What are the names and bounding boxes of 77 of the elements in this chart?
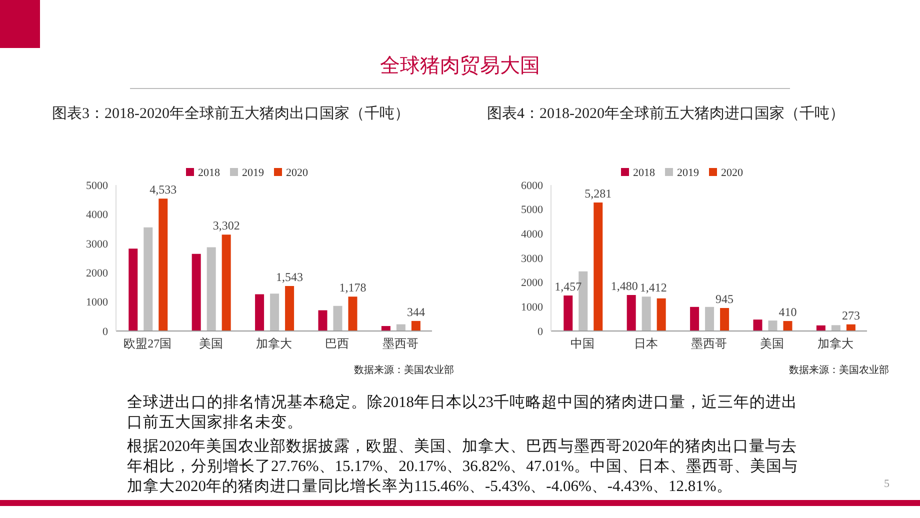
y-tick-label: 5000 <box>86 180 108 192</box>
data-label: 1,480 <box>610 278 638 293</box>
y-tick-label: 4000 <box>521 228 544 241</box>
legend-label: 2020 <box>721 167 743 179</box>
bar <box>285 286 294 331</box>
bar <box>831 325 840 331</box>
data-label: 344 <box>406 304 425 319</box>
x-tick-label: 美国 <box>198 336 223 351</box>
x-tick-label: 墨西哥 <box>691 336 727 351</box>
x-tick-label: 美国 <box>760 336 784 351</box>
bar <box>348 296 358 331</box>
legend-label: 2019 <box>242 167 264 179</box>
legend-label: 2019 <box>677 167 699 179</box>
x-tick-label: 加拿大 <box>256 336 292 351</box>
bar <box>642 296 651 331</box>
y-tick-label: 4000 <box>86 209 108 222</box>
y-tick-label: 5000 <box>521 204 544 216</box>
text: 全球进出口的排名情况基本稳定。除2018年日本以23千吨略超中国的猪肉进口量，近三年的进出口前五大国家排名未变。 <box>127 393 798 433</box>
bar <box>626 294 636 331</box>
bar <box>270 294 280 331</box>
data-label: 945 <box>716 292 734 306</box>
bar <box>206 247 216 331</box>
bar <box>255 294 264 331</box>
bar <box>144 227 153 331</box>
x-tick-label: 中国 <box>570 336 595 351</box>
x-tick-label: 巴西 <box>325 336 350 351</box>
bar <box>222 234 231 331</box>
source-note: 数据来源：美国农业部 <box>789 364 889 377</box>
legend-label: 2018 <box>198 167 220 179</box>
bar <box>318 310 328 331</box>
data-label: 1,457 <box>554 280 582 294</box>
text: 根据2020年美国农业部数据披露，欧盟、美国、加拿大、巴西与墨西哥2020年的猪肉出口量与去年相比，分别增长了27.76%、15.17%、20.17%、36.82%、47.01%。中国、日本、墨西哥、美国与加拿大2020年的猪肉进口量同比增长率为115.46%、-5.43%、-4.06%、-4.43%、12.81%。 <box>127 437 799 497</box>
y-tick-label: 6000 <box>521 180 544 192</box>
bar <box>846 324 856 331</box>
bar <box>816 325 826 331</box>
x-tick-label: 加拿大 <box>817 336 854 351</box>
data-label: 1,543 <box>276 270 304 284</box>
bar <box>720 308 730 331</box>
legend-label: 2018 <box>633 167 655 179</box>
data-label: 3,302 <box>212 218 240 233</box>
y-tick-label: 2000 <box>521 277 544 290</box>
x-tick-label: 欧盟27国 <box>124 336 172 351</box>
y-tick-label: 1000 <box>521 302 544 314</box>
y-tick-label: 1000 <box>86 296 108 309</box>
bar <box>158 198 168 331</box>
y-tick-label: 2000 <box>86 268 108 280</box>
data-label: 5,281 <box>584 186 612 200</box>
chart-title: 图表4：2018-2020年全球前五大猪肉进口国家（千吨） <box>487 105 846 124</box>
bar <box>128 248 138 331</box>
data-label: 4,533 <box>150 182 177 197</box>
data-label: 1,178 <box>339 280 366 295</box>
bar <box>656 298 666 331</box>
bar <box>783 321 792 331</box>
legend-label: 2020 <box>286 167 308 179</box>
data-label: 410 <box>778 305 797 320</box>
bar <box>705 306 714 331</box>
x-tick-label: 墨西哥 <box>382 336 418 351</box>
bar <box>690 306 700 331</box>
y-tick-label: 0 <box>538 326 544 338</box>
data-label: 1,412 <box>640 280 667 295</box>
bar <box>564 296 573 331</box>
bar <box>192 254 201 331</box>
data-label: 273 <box>842 308 860 322</box>
text: 全球猪肉贸易大国 <box>380 55 540 77</box>
bar <box>411 320 420 331</box>
bar <box>381 326 390 331</box>
y-tick-label: 3000 <box>86 238 108 250</box>
bar <box>768 320 778 331</box>
chart-title: 图表3：2018-2020年全球前五大猪肉出口国家（千吨） <box>52 105 410 124</box>
bar <box>594 202 603 331</box>
x-tick-label: 日本 <box>634 336 658 351</box>
text: 5 <box>884 478 890 490</box>
bar <box>753 320 762 331</box>
y-tick-label: 0 <box>102 326 108 338</box>
y-tick-label: 3000 <box>521 252 544 265</box>
bar <box>333 306 342 331</box>
source-note: 数据来源：美国农业部 <box>354 364 454 377</box>
